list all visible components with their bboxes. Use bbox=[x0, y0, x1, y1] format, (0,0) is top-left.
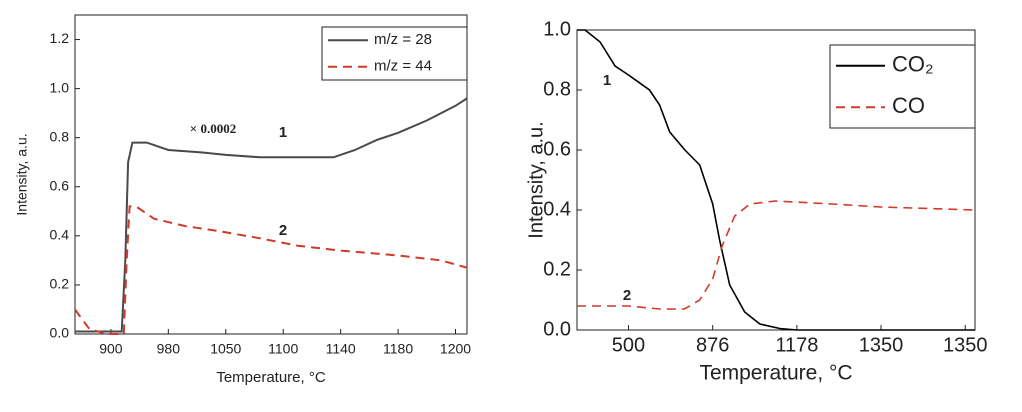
x-tick-label: 1050 bbox=[210, 341, 241, 357]
y-tick-label: 0.8 bbox=[543, 78, 571, 100]
x-axis-label: Temperature, °C bbox=[216, 369, 326, 386]
y-tick-label: 0.8 bbox=[50, 128, 70, 144]
y-tick-label: 0.2 bbox=[50, 276, 70, 292]
legend-label: CO₂ bbox=[892, 52, 934, 77]
legend-label: m/z = 28 bbox=[374, 31, 432, 48]
x-tick-label: 500 bbox=[612, 334, 645, 356]
annotation: × 0.0002 bbox=[190, 121, 236, 136]
x-tick-label: 1350 bbox=[859, 334, 904, 356]
x-axis-label: Temperature, °C bbox=[699, 362, 852, 385]
y-tick-label: 0.6 bbox=[543, 138, 571, 160]
y-axis-label: Intensity, a.u. bbox=[525, 121, 547, 238]
chart: 0.0 0.2 0.4 0.6 0.8 1.0 1.2 900 980 1050 1100 1140 1… bbox=[14, 14, 471, 386]
annotation: 1 bbox=[279, 124, 287, 141]
x-tick-label: 1350 bbox=[943, 334, 988, 356]
annotation: 2 bbox=[279, 222, 287, 239]
legend-box bbox=[829, 44, 976, 129]
annotation: 1 bbox=[603, 72, 611, 89]
x-tick-label: 980 bbox=[157, 341, 181, 357]
series-line bbox=[577, 29, 975, 331]
y-tick-label: 0.4 bbox=[543, 198, 571, 220]
legend-box bbox=[321, 26, 468, 81]
y-tick-label: 0.6 bbox=[50, 177, 70, 193]
y-tick-label: 0.2 bbox=[543, 258, 571, 280]
x-tick-label: 900 bbox=[99, 341, 123, 357]
legend-label: CO bbox=[892, 93, 925, 118]
plot-frame bbox=[576, 29, 976, 331]
x-tick-label: 876 bbox=[696, 334, 729, 356]
legend-label: m/z = 44 bbox=[374, 58, 432, 75]
x-tick-label: 1180 bbox=[383, 341, 413, 357]
annotation: 2 bbox=[623, 287, 631, 304]
x-tick-label: 1178 bbox=[775, 334, 818, 356]
y-tick-label: 1.2 bbox=[50, 30, 70, 46]
x-tick-label: 1100 bbox=[268, 341, 298, 357]
y-tick-label: 0.0 bbox=[50, 325, 70, 341]
series-line bbox=[75, 97, 468, 333]
series-line bbox=[74, 205, 468, 335]
y-tick-label: 0.4 bbox=[50, 227, 70, 243]
plot-frame bbox=[74, 14, 468, 335]
y-axis-label: Intensity, a.u. bbox=[14, 133, 30, 215]
series-line bbox=[577, 200, 976, 310]
y-tick-label: 0.0 bbox=[543, 318, 571, 340]
y-tick-label: 1.0 bbox=[50, 79, 70, 95]
chart: 0.0 0.2 0.4 0.6 0.8 1.0 500 876 1178 1350 1350 Temp… bbox=[525, 18, 987, 384]
x-tick-label: 1140 bbox=[326, 341, 356, 357]
y-tick-label: 1.0 bbox=[543, 18, 571, 40]
x-tick-label: 1200 bbox=[440, 341, 471, 357]
